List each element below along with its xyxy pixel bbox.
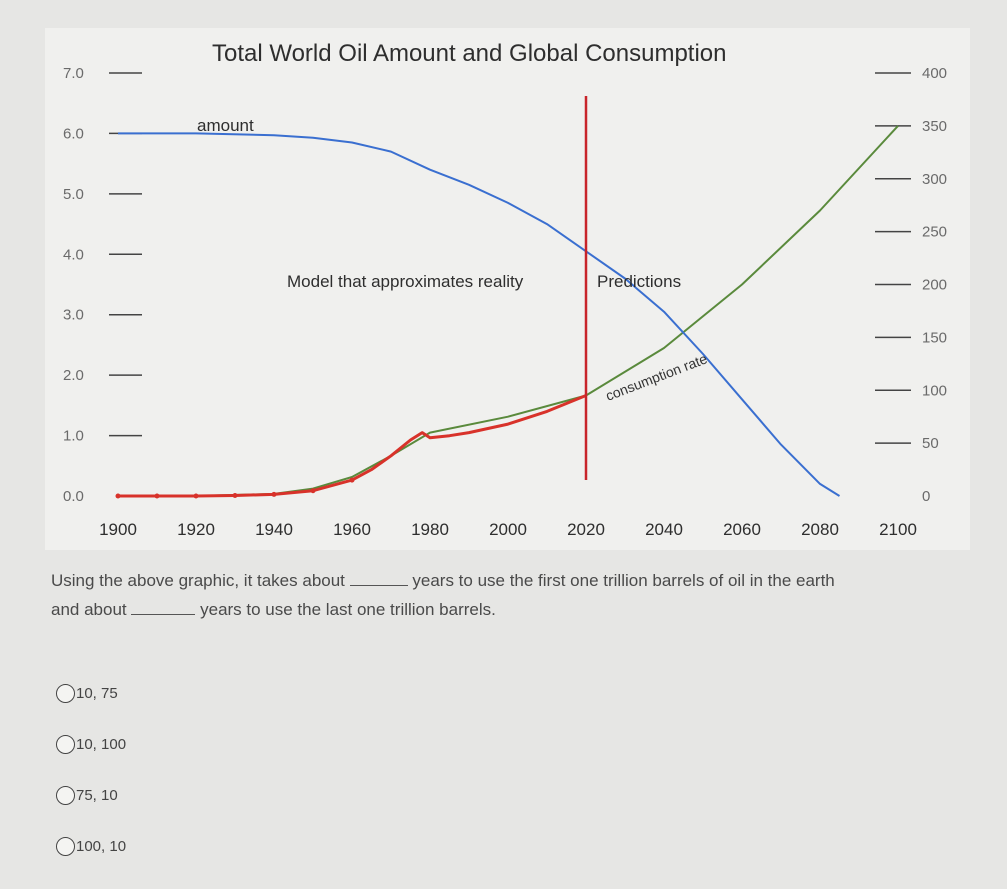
y-right-tick-label: 50 <box>922 435 939 452</box>
question-part3: and about <box>51 600 127 619</box>
y-left-tick-label: 0.0 <box>63 488 84 505</box>
x-tick-label: 2100 <box>879 520 917 539</box>
y-right-tick-label: 200 <box>922 277 947 294</box>
radio-button[interactable] <box>56 734 75 754</box>
consumption-point <box>193 493 199 499</box>
question-text: Using the above graphic, it takes about … <box>51 566 951 624</box>
x-tick-label: 2060 <box>723 520 761 539</box>
consumption-series-label: consumption rate <box>603 350 709 404</box>
question-part2: years to use the first one trillion barr… <box>412 571 835 590</box>
y-right-tick-label: 150 <box>922 329 947 346</box>
question-part1: Using the above graphic, it takes about <box>51 571 345 590</box>
radio-button[interactable] <box>56 683 75 703</box>
answer-blank-2 <box>131 600 196 615</box>
x-tick-label: 2000 <box>489 520 527 539</box>
x-tick-label: 1920 <box>177 520 215 539</box>
y-left-tick-label: 1.0 <box>63 428 84 445</box>
predictions-annotation: Predictions <box>597 272 681 291</box>
y-left-tick-label: 2.0 <box>63 367 84 384</box>
option-3[interactable]: 75, 10 <box>56 782 126 808</box>
option-1[interactable]: 10, 75 <box>56 680 126 706</box>
x-tick-label: 2080 <box>801 520 839 539</box>
option-4[interactable]: 100, 10 <box>56 833 126 859</box>
question-part4: years to use the last one trillion barre… <box>200 600 496 619</box>
option-label: 10, 100 <box>76 735 127 753</box>
option-2[interactable]: 10, 100 <box>56 731 126 757</box>
y-right-tick-label: 350 <box>922 118 947 135</box>
x-tick-label: 2040 <box>645 520 683 539</box>
x-tick-label: 1900 <box>99 520 137 539</box>
oil-chart: Total World Oil Amount and Global Consum… <box>63 40 947 539</box>
consumption-observed-line <box>118 394 587 498</box>
answer-options: 10, 75 10, 100 75, 10 100, 10 <box>56 680 126 884</box>
consumption-predicted-line <box>118 125 899 497</box>
x-tick-label: 1980 <box>411 520 449 539</box>
chart-panel: Total World Oil Amount and Global Consum… <box>45 28 970 550</box>
y-left-tick-label: 5.0 <box>63 186 84 203</box>
model-annotation: Model that approximates reality <box>287 272 524 291</box>
consumption-point <box>154 493 160 499</box>
y-right-tick-label: 400 <box>922 65 947 82</box>
consumption-point <box>310 488 316 494</box>
consumption-point <box>115 493 121 499</box>
x-tick-label: 2020 <box>567 520 605 539</box>
y-left-tick-label: 6.0 <box>63 125 84 142</box>
consumption-point <box>232 492 238 498</box>
y-left-tick-label: 3.0 <box>63 307 84 324</box>
amount-series-label: amount <box>197 116 254 135</box>
option-label: 10, 75 <box>76 684 118 702</box>
y-right-tick-label: 100 <box>922 382 947 399</box>
chart-title: Total World Oil Amount and Global Consum… <box>212 40 727 67</box>
x-tick-label: 1940 <box>255 520 293 539</box>
radio-button[interactable] <box>56 785 75 805</box>
amount-line <box>118 132 841 497</box>
radio-button[interactable] <box>56 836 75 856</box>
option-label: 75, 10 <box>76 786 118 804</box>
y-left-tick-label: 7.0 <box>63 65 84 82</box>
answer-blank-1 <box>349 571 408 586</box>
y-right-tick-label: 300 <box>922 171 947 188</box>
consumption-point <box>271 491 277 497</box>
consumption-point <box>349 477 355 483</box>
y-right-tick-label: 0 <box>922 488 930 505</box>
y-right-tick-label: 250 <box>922 224 947 241</box>
option-label: 100, 10 <box>76 837 127 855</box>
y-left-tick-label: 4.0 <box>63 246 84 263</box>
x-tick-label: 1960 <box>333 520 371 539</box>
